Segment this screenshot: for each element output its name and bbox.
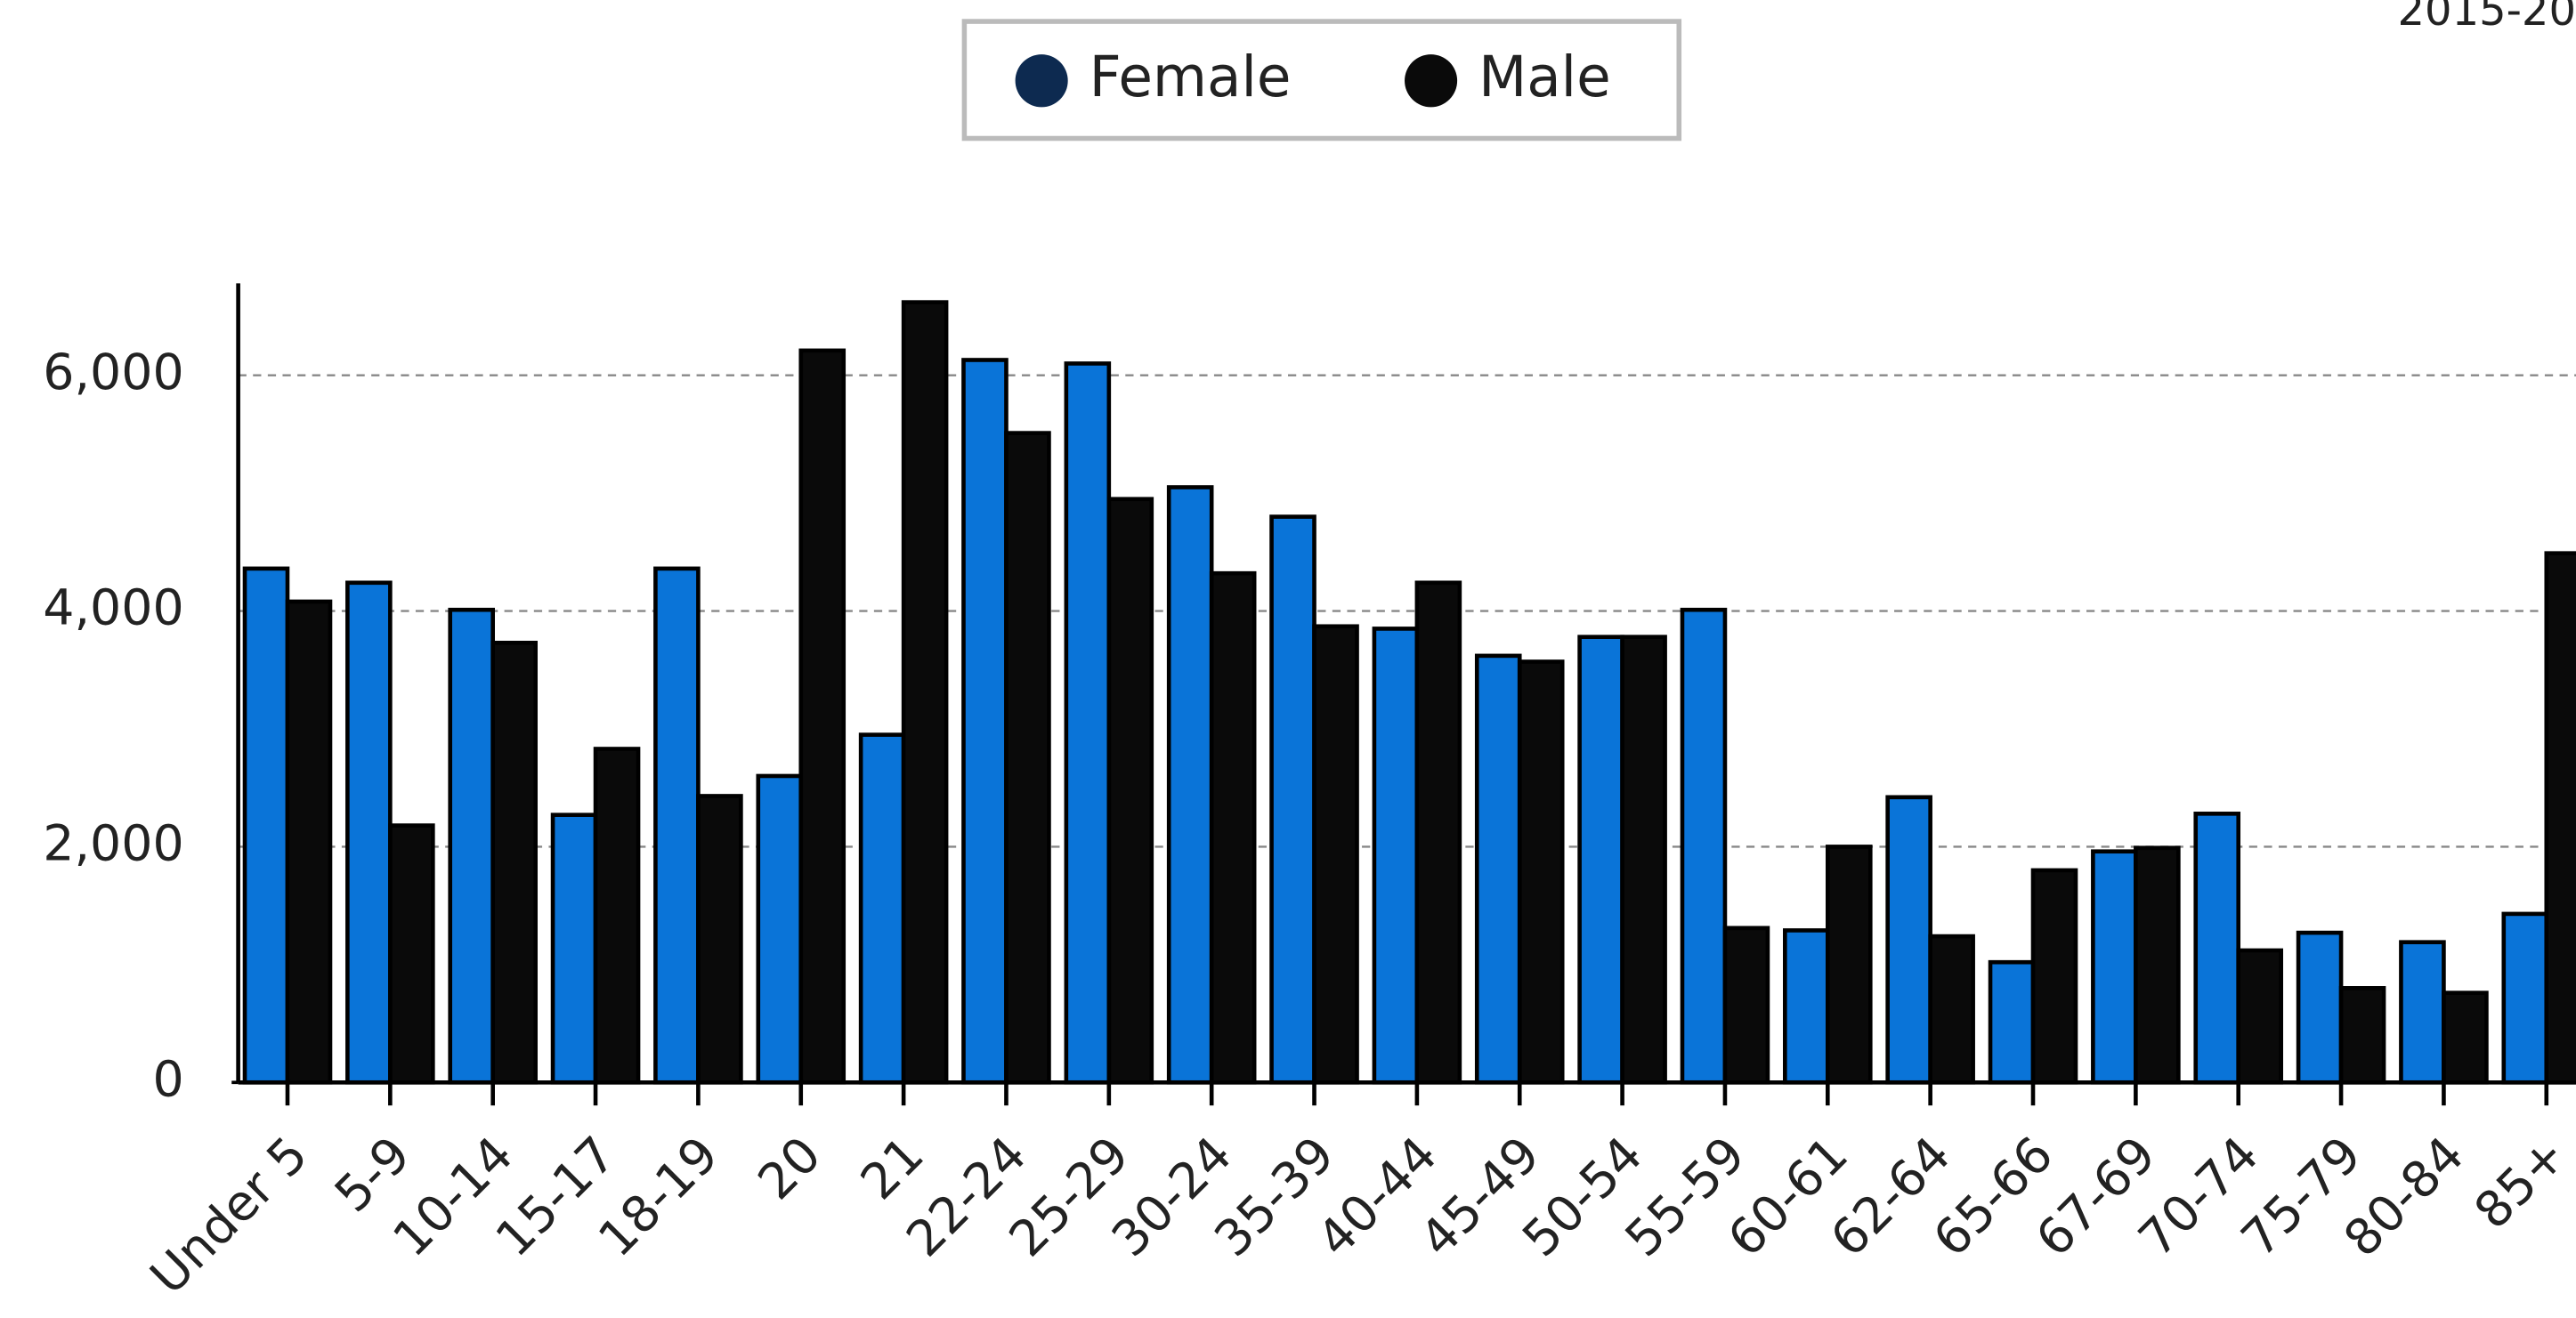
bar [2030,868,2078,1085]
bar [1722,926,1770,1085]
x-tick-label: 35-39 [1204,1127,1346,1268]
bar [550,813,598,1085]
bar [1372,627,1420,1085]
x-tick-label: 70-74 [2128,1127,2270,1268]
x-tick-label: 20 [748,1127,832,1211]
bar [593,747,641,1085]
bar [2544,551,2576,1085]
x-tick-label: 85+ [2464,1127,2576,1241]
bar [1928,934,1975,1085]
bar [798,348,847,1085]
y-tick-label: 6,000 [43,344,183,401]
bar [1414,580,1462,1085]
y-tick-label: 4,000 [43,580,183,637]
bar [345,580,393,1085]
bar [2236,948,2284,1085]
bar [2091,849,2138,1085]
bar [448,607,496,1085]
bar [2296,930,2344,1085]
legend-marker [1405,54,1458,108]
legend-label: Female [1090,44,1292,109]
legend-label: Male [1478,44,1611,109]
x-tick-label: 75-79 [2231,1127,2372,1268]
x-tick-label: Under 5 [140,1127,319,1306]
bar [1620,635,1667,1085]
bar [1106,497,1154,1085]
x-tick-label: 30-24 [1102,1127,1243,1268]
x-tick-label: 25-29 [999,1127,1140,1268]
bar [901,300,949,1085]
bar [1783,928,1830,1085]
bar [388,823,435,1085]
bar [2134,845,2181,1085]
bar [1988,959,2036,1085]
bar [696,794,743,1085]
x-tick-label: 62-64 [1820,1127,1962,1268]
x-tick-label: 80-84 [2334,1127,2475,1268]
x-tick-label: 21 [850,1127,935,1211]
bar [1825,845,1873,1085]
chart-subtitle: 2015-20 [2398,0,2576,36]
bar [1269,514,1316,1085]
bar [1474,653,1522,1085]
bar [858,732,906,1085]
legend-box [961,19,1682,142]
bar [242,566,290,1085]
x-tick-label: 18-19 [588,1127,730,1268]
bar [1064,361,1112,1085]
bar [1166,485,1214,1085]
x-tick-label: 22-24 [896,1127,1038,1268]
y-tick-label: 2,000 [43,815,183,872]
x-tick-label: 60-61 [1718,1127,1859,1268]
bar [2399,940,2446,1085]
bar [653,566,701,1085]
x-tick-label: 45-49 [1410,1127,1551,1268]
bar [1209,570,1257,1085]
bar [1004,431,1051,1085]
bar [1885,795,1932,1085]
x-tick-label: 15-17 [485,1127,627,1268]
bar [1517,659,1565,1085]
bar [1312,624,1359,1085]
x-tick-label: 65-66 [1923,1127,2064,1268]
bar [285,599,333,1085]
bar [961,358,1009,1085]
bar [2501,911,2549,1085]
bar [2193,812,2241,1085]
bar [756,773,804,1085]
x-tick-label: 40-44 [1307,1127,1448,1268]
bar [1577,635,1624,1085]
bar [2338,986,2386,1085]
x-tick-label: 10-14 [383,1127,524,1268]
x-tick-label: 50-54 [1512,1127,1654,1268]
legend-marker [1015,54,1068,108]
bar [490,641,538,1085]
bar [1680,607,1728,1085]
y-tick-label: 0 [152,1051,183,1108]
x-tick-label: 55-59 [1615,1127,1756,1268]
x-tick-label: 67-69 [2026,1127,2167,1268]
bar [2442,991,2489,1085]
